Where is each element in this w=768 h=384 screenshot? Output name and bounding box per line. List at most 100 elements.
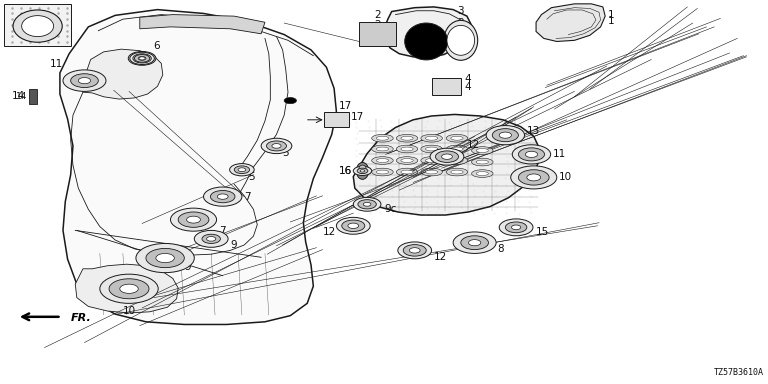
Circle shape xyxy=(403,245,426,256)
Text: 10: 10 xyxy=(122,306,136,316)
Circle shape xyxy=(492,129,518,142)
Circle shape xyxy=(435,151,458,162)
Ellipse shape xyxy=(446,134,468,142)
Text: 2: 2 xyxy=(375,20,381,30)
Text: 12: 12 xyxy=(467,140,480,150)
Text: 17: 17 xyxy=(351,112,364,122)
Ellipse shape xyxy=(22,16,54,36)
Text: 11: 11 xyxy=(553,149,566,159)
Circle shape xyxy=(527,174,541,181)
Circle shape xyxy=(134,55,150,62)
Text: 4: 4 xyxy=(465,74,472,84)
Circle shape xyxy=(348,223,359,228)
Bar xyxy=(29,89,37,104)
Text: 10: 10 xyxy=(559,172,572,182)
Ellipse shape xyxy=(396,145,418,153)
Text: 9c: 9c xyxy=(384,204,396,214)
Text: 9: 9 xyxy=(184,262,191,272)
Ellipse shape xyxy=(372,168,393,176)
Ellipse shape xyxy=(401,170,413,174)
Text: 6: 6 xyxy=(154,41,161,51)
Ellipse shape xyxy=(396,134,418,142)
Text: 3: 3 xyxy=(458,6,464,16)
Text: 18: 18 xyxy=(31,0,45,2)
Circle shape xyxy=(138,56,146,60)
Ellipse shape xyxy=(476,149,488,152)
Ellipse shape xyxy=(372,134,393,142)
Ellipse shape xyxy=(472,170,493,177)
Circle shape xyxy=(511,225,521,230)
Bar xyxy=(324,112,349,127)
Text: 17: 17 xyxy=(339,101,352,111)
Ellipse shape xyxy=(451,170,463,174)
Circle shape xyxy=(187,216,200,223)
Text: 14: 14 xyxy=(15,92,27,101)
Circle shape xyxy=(409,248,420,253)
Text: 3: 3 xyxy=(458,18,464,28)
Ellipse shape xyxy=(421,157,442,164)
Ellipse shape xyxy=(472,158,493,166)
Ellipse shape xyxy=(421,134,442,142)
Text: 1: 1 xyxy=(608,16,615,26)
Text: 2: 2 xyxy=(375,10,381,20)
Ellipse shape xyxy=(425,136,438,140)
Circle shape xyxy=(178,212,209,227)
Ellipse shape xyxy=(476,172,488,175)
Text: TZ57B3610A: TZ57B3610A xyxy=(714,368,764,377)
Circle shape xyxy=(194,230,228,247)
Circle shape xyxy=(130,52,154,65)
Circle shape xyxy=(128,51,156,65)
Polygon shape xyxy=(536,4,605,41)
Text: 16: 16 xyxy=(339,166,352,176)
Text: 5: 5 xyxy=(282,148,289,158)
Ellipse shape xyxy=(421,168,442,176)
Circle shape xyxy=(453,232,496,253)
Ellipse shape xyxy=(13,10,62,42)
Text: 5: 5 xyxy=(248,172,255,182)
Polygon shape xyxy=(83,49,163,99)
Circle shape xyxy=(139,57,145,60)
Circle shape xyxy=(261,138,292,154)
Ellipse shape xyxy=(356,162,369,179)
Circle shape xyxy=(486,126,525,145)
Text: 11: 11 xyxy=(50,59,63,69)
Ellipse shape xyxy=(451,159,463,162)
Circle shape xyxy=(230,164,254,176)
Polygon shape xyxy=(353,114,539,215)
Circle shape xyxy=(398,242,432,259)
Text: FR.: FR. xyxy=(71,313,91,323)
Polygon shape xyxy=(75,264,178,313)
Polygon shape xyxy=(384,7,472,58)
Ellipse shape xyxy=(396,157,418,164)
Polygon shape xyxy=(60,10,336,324)
Circle shape xyxy=(204,187,242,206)
Text: 9: 9 xyxy=(230,240,237,250)
Ellipse shape xyxy=(401,159,413,162)
Ellipse shape xyxy=(425,147,438,151)
Ellipse shape xyxy=(425,170,438,174)
Ellipse shape xyxy=(401,147,413,151)
Circle shape xyxy=(357,168,368,174)
Ellipse shape xyxy=(451,136,463,140)
Ellipse shape xyxy=(451,147,463,151)
Bar xyxy=(432,78,461,95)
Circle shape xyxy=(360,170,365,172)
Circle shape xyxy=(353,166,372,175)
Circle shape xyxy=(430,148,464,165)
Circle shape xyxy=(156,253,174,263)
Text: 1: 1 xyxy=(608,10,615,20)
Circle shape xyxy=(525,151,538,157)
Ellipse shape xyxy=(472,147,493,154)
Text: 13: 13 xyxy=(527,126,540,136)
Circle shape xyxy=(71,74,98,88)
Circle shape xyxy=(109,279,149,299)
Text: 14: 14 xyxy=(12,91,25,101)
Circle shape xyxy=(505,222,527,233)
Circle shape xyxy=(499,132,511,138)
Circle shape xyxy=(518,170,549,185)
Ellipse shape xyxy=(372,145,393,153)
Circle shape xyxy=(272,144,281,148)
Circle shape xyxy=(120,284,138,293)
Circle shape xyxy=(442,154,452,159)
Circle shape xyxy=(358,200,376,209)
